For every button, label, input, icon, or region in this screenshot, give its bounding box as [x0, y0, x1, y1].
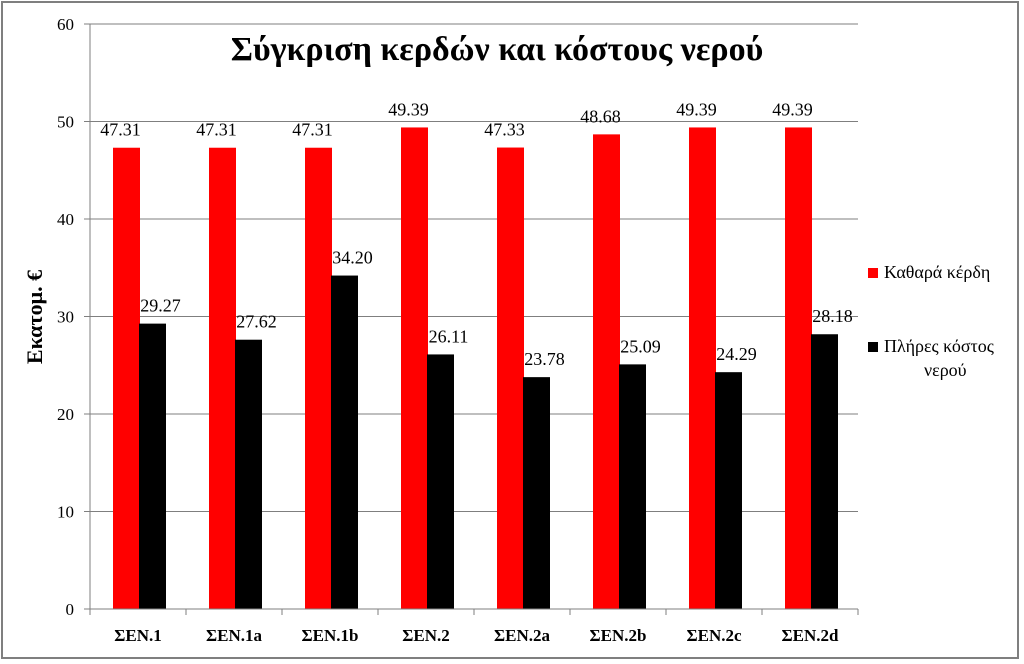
data-label: 47.31 — [196, 120, 237, 140]
data-label: 25.09 — [620, 336, 661, 356]
x-tick-label: ΣΕΝ.1b — [302, 626, 359, 645]
data-label: 47.31 — [292, 120, 333, 140]
bar-net-profit — [689, 127, 716, 609]
legend-swatch — [868, 342, 878, 352]
data-label: 29.27 — [140, 296, 181, 316]
data-labels: 47.31 29.27 47.31 27.62 47.31 34.20 49.39 26.11… — [100, 99, 853, 369]
y-tick-label: 0 — [66, 600, 75, 619]
data-label: 27.62 — [236, 312, 277, 332]
bar-water-cost — [331, 275, 358, 609]
data-label: 47.31 — [100, 120, 141, 140]
x-tick-label: ΣΕΝ.2a — [494, 626, 550, 645]
chart-title: Σύγκριση κερδών και κόστους νερού — [231, 31, 764, 68]
data-label: 26.11 — [429, 326, 469, 346]
data-label: 23.78 — [524, 349, 565, 369]
bar-water-cost — [427, 354, 454, 609]
bar-water-cost — [811, 334, 838, 609]
data-label: 49.39 — [772, 99, 813, 119]
bar-net-profit — [305, 147, 332, 610]
bars — [113, 127, 838, 610]
x-axis: ΣΕΝ.1 ΣΕΝ.1a ΣΕΝ.1b ΣΕΝ.2 ΣΕΝ.2a ΣΕΝ.2b ΣΕΝ.2c… — [89, 608, 859, 645]
bar-water-cost — [235, 339, 262, 609]
data-label: 28.18 — [812, 306, 853, 326]
y-tick-label: 20 — [57, 405, 74, 424]
legend: Καθαρά κέρδη Πλήρες κόστος νερού — [868, 262, 994, 380]
y-tick-label: 60 — [57, 15, 74, 34]
bar-net-profit — [113, 147, 140, 610]
y-tick-label: 10 — [57, 503, 74, 522]
bar-net-profit — [593, 134, 620, 609]
y-tick-label: 50 — [57, 113, 74, 132]
x-tick-label: ΣΕΝ.2 — [402, 626, 449, 645]
data-label: 34.20 — [332, 248, 373, 268]
y-tick-label: 30 — [57, 308, 74, 327]
x-tick-label: ΣΕΝ.1a — [206, 626, 262, 645]
data-label: 49.39 — [676, 99, 717, 119]
legend-label: Καθαρά κέρδη — [884, 262, 990, 282]
data-label: 47.33 — [484, 120, 525, 140]
bar-water-cost — [715, 372, 742, 609]
gridlines — [90, 23, 858, 610]
x-tick-label: ΣΕΝ.1 — [114, 626, 161, 645]
bar-net-profit — [209, 147, 236, 610]
y-axis-ticks: 0 10 20 30 40 50 60 — [57, 15, 91, 619]
data-label: 49.39 — [388, 99, 429, 119]
y-axis-label: Εκατομ. € — [22, 270, 47, 364]
bar-water-cost — [523, 377, 550, 609]
x-tick-label: ΣΕΝ.2d — [782, 626, 839, 645]
bar-net-profit — [785, 127, 812, 609]
bar-water-cost — [619, 364, 646, 609]
bar-net-profit — [401, 127, 428, 609]
x-tick-label: ΣΕΝ.2b — [590, 626, 647, 645]
legend-swatch — [868, 268, 878, 278]
data-label: 24.29 — [716, 344, 757, 364]
y-tick-label: 40 — [57, 210, 74, 229]
bar-water-cost — [139, 323, 166, 609]
legend-label: Πλήρες κόστος νερού — [884, 336, 994, 380]
bar-net-profit — [497, 147, 524, 609]
data-label: 48.68 — [580, 106, 621, 126]
x-tick-label: ΣΕΝ.2c — [686, 626, 741, 645]
